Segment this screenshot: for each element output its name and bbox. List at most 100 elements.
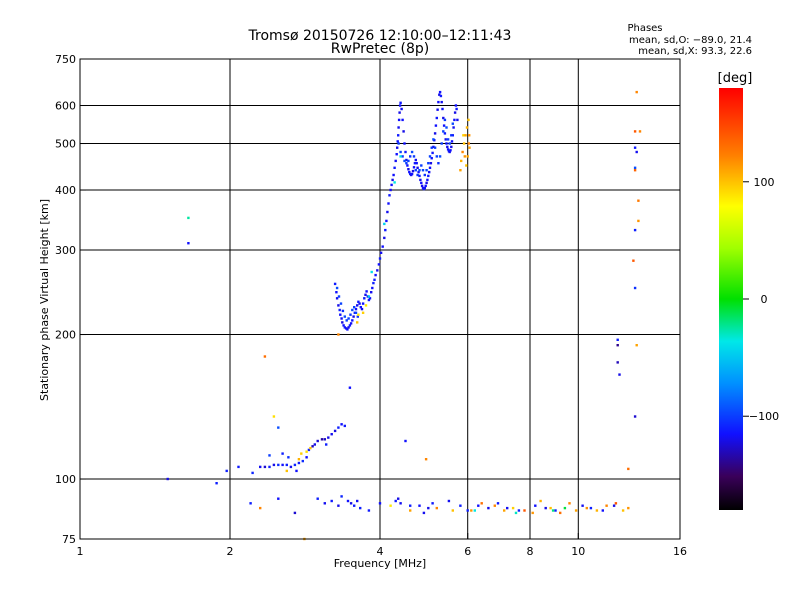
o-mode-point — [354, 307, 358, 311]
o-mode-point — [534, 504, 537, 507]
o-mode-point — [445, 126, 448, 129]
o-mode-point — [456, 118, 459, 122]
y-tick-label: 200 — [55, 329, 76, 342]
o-mode-point — [311, 445, 314, 448]
o-mode-point — [435, 116, 438, 120]
o-mode-point — [437, 162, 440, 165]
o-mode-point — [281, 463, 284, 467]
o-mode-point — [506, 506, 509, 510]
o-mode-point — [396, 140, 399, 143]
o-mode-point — [313, 443, 316, 446]
o-mode-point — [397, 126, 400, 129]
o-mode-point — [359, 506, 362, 510]
o-mode-point — [428, 155, 432, 158]
o-mode-point — [451, 134, 454, 137]
o-mode-point — [427, 174, 430, 178]
colorbar-label: [deg] — [718, 71, 753, 86]
o-mode-point — [396, 146, 399, 149]
o-mode-point — [368, 297, 372, 300]
o-mode-point — [379, 251, 383, 254]
x-mode-point — [465, 164, 468, 167]
o-mode-point — [376, 269, 379, 272]
o-mode-point — [618, 373, 621, 376]
o-mode-point — [427, 162, 430, 165]
x-mode-point — [357, 313, 360, 316]
o-mode-point — [612, 504, 616, 507]
o-mode-point — [496, 502, 500, 505]
x-mode-point — [633, 169, 637, 172]
o-mode-point — [187, 242, 190, 245]
o-mode-point — [442, 124, 446, 127]
o-mode-point — [301, 459, 304, 463]
y-tick-label: 300 — [55, 244, 76, 257]
o-mode-point — [370, 291, 373, 294]
o-mode-point — [633, 286, 637, 290]
o-mode-point — [405, 162, 408, 165]
o-mode-point — [412, 166, 416, 169]
x-mode-point — [614, 502, 618, 505]
o-mode-point — [343, 315, 346, 318]
x-axis-label: Frequency [MHz] — [334, 557, 426, 570]
o-mode-point — [429, 162, 433, 165]
o-mode-point — [297, 461, 301, 465]
colorbar-tick-label: 0 — [761, 293, 768, 306]
o-mode-point — [353, 306, 356, 309]
o-mode-point — [349, 322, 353, 325]
o-mode-point — [356, 499, 359, 503]
o-mode-point — [410, 150, 414, 154]
o-mode-point — [616, 338, 619, 341]
o-mode-point — [616, 344, 619, 347]
x-mode-point — [514, 511, 518, 515]
x-mode-point — [460, 159, 463, 163]
o-mode-point — [348, 324, 352, 327]
o-mode-point — [438, 155, 442, 158]
o-mode-point — [340, 317, 343, 320]
o-mode-point — [401, 155, 404, 158]
o-mode-point — [616, 361, 619, 364]
o-mode-point — [399, 150, 402, 154]
x-mode-point — [399, 155, 402, 158]
o-mode-point — [450, 134, 453, 137]
o-mode-point — [359, 306, 362, 309]
o-mode-point — [347, 317, 350, 320]
x-mode-point — [409, 509, 412, 512]
o-mode-point — [459, 504, 462, 507]
o-mode-point — [441, 107, 444, 111]
o-mode-point — [408, 170, 411, 174]
x-tick-label: 10 — [571, 545, 585, 558]
x-mode-point — [638, 130, 642, 133]
x-mode-point — [356, 321, 359, 324]
o-mode-point — [444, 138, 447, 141]
o-mode-point — [400, 107, 403, 111]
o-mode-point — [343, 326, 346, 329]
o-mode-point — [316, 439, 319, 443]
x-mode-point — [574, 509, 578, 512]
o-mode-point — [352, 315, 355, 318]
o-mode-point — [364, 293, 367, 296]
o-mode-point — [335, 297, 339, 300]
o-mode-point — [293, 463, 297, 467]
x-mode-point — [539, 499, 542, 503]
o-mode-point — [340, 495, 343, 498]
o-mode-point — [433, 132, 437, 135]
o-mode-point — [581, 504, 584, 507]
o-mode-point — [272, 463, 276, 467]
o-mode-point — [424, 184, 427, 188]
o-mode-point — [345, 319, 348, 322]
o-mode-point — [289, 465, 293, 469]
o-mode-point — [335, 286, 339, 290]
o-mode-point — [347, 326, 350, 329]
x-mode-point — [451, 509, 454, 512]
o-mode-point — [430, 146, 433, 149]
o-mode-point — [415, 162, 418, 165]
o-mode-point — [374, 273, 377, 277]
o-mode-point — [293, 511, 297, 515]
o-mode-point — [452, 126, 455, 129]
o-mode-point — [633, 166, 637, 169]
x-mode-point — [370, 270, 373, 274]
o-mode-point — [335, 291, 338, 294]
o-mode-point — [418, 169, 421, 172]
o-mode-point — [367, 298, 371, 302]
o-mode-point — [357, 300, 360, 303]
o-mode-point — [406, 164, 409, 167]
